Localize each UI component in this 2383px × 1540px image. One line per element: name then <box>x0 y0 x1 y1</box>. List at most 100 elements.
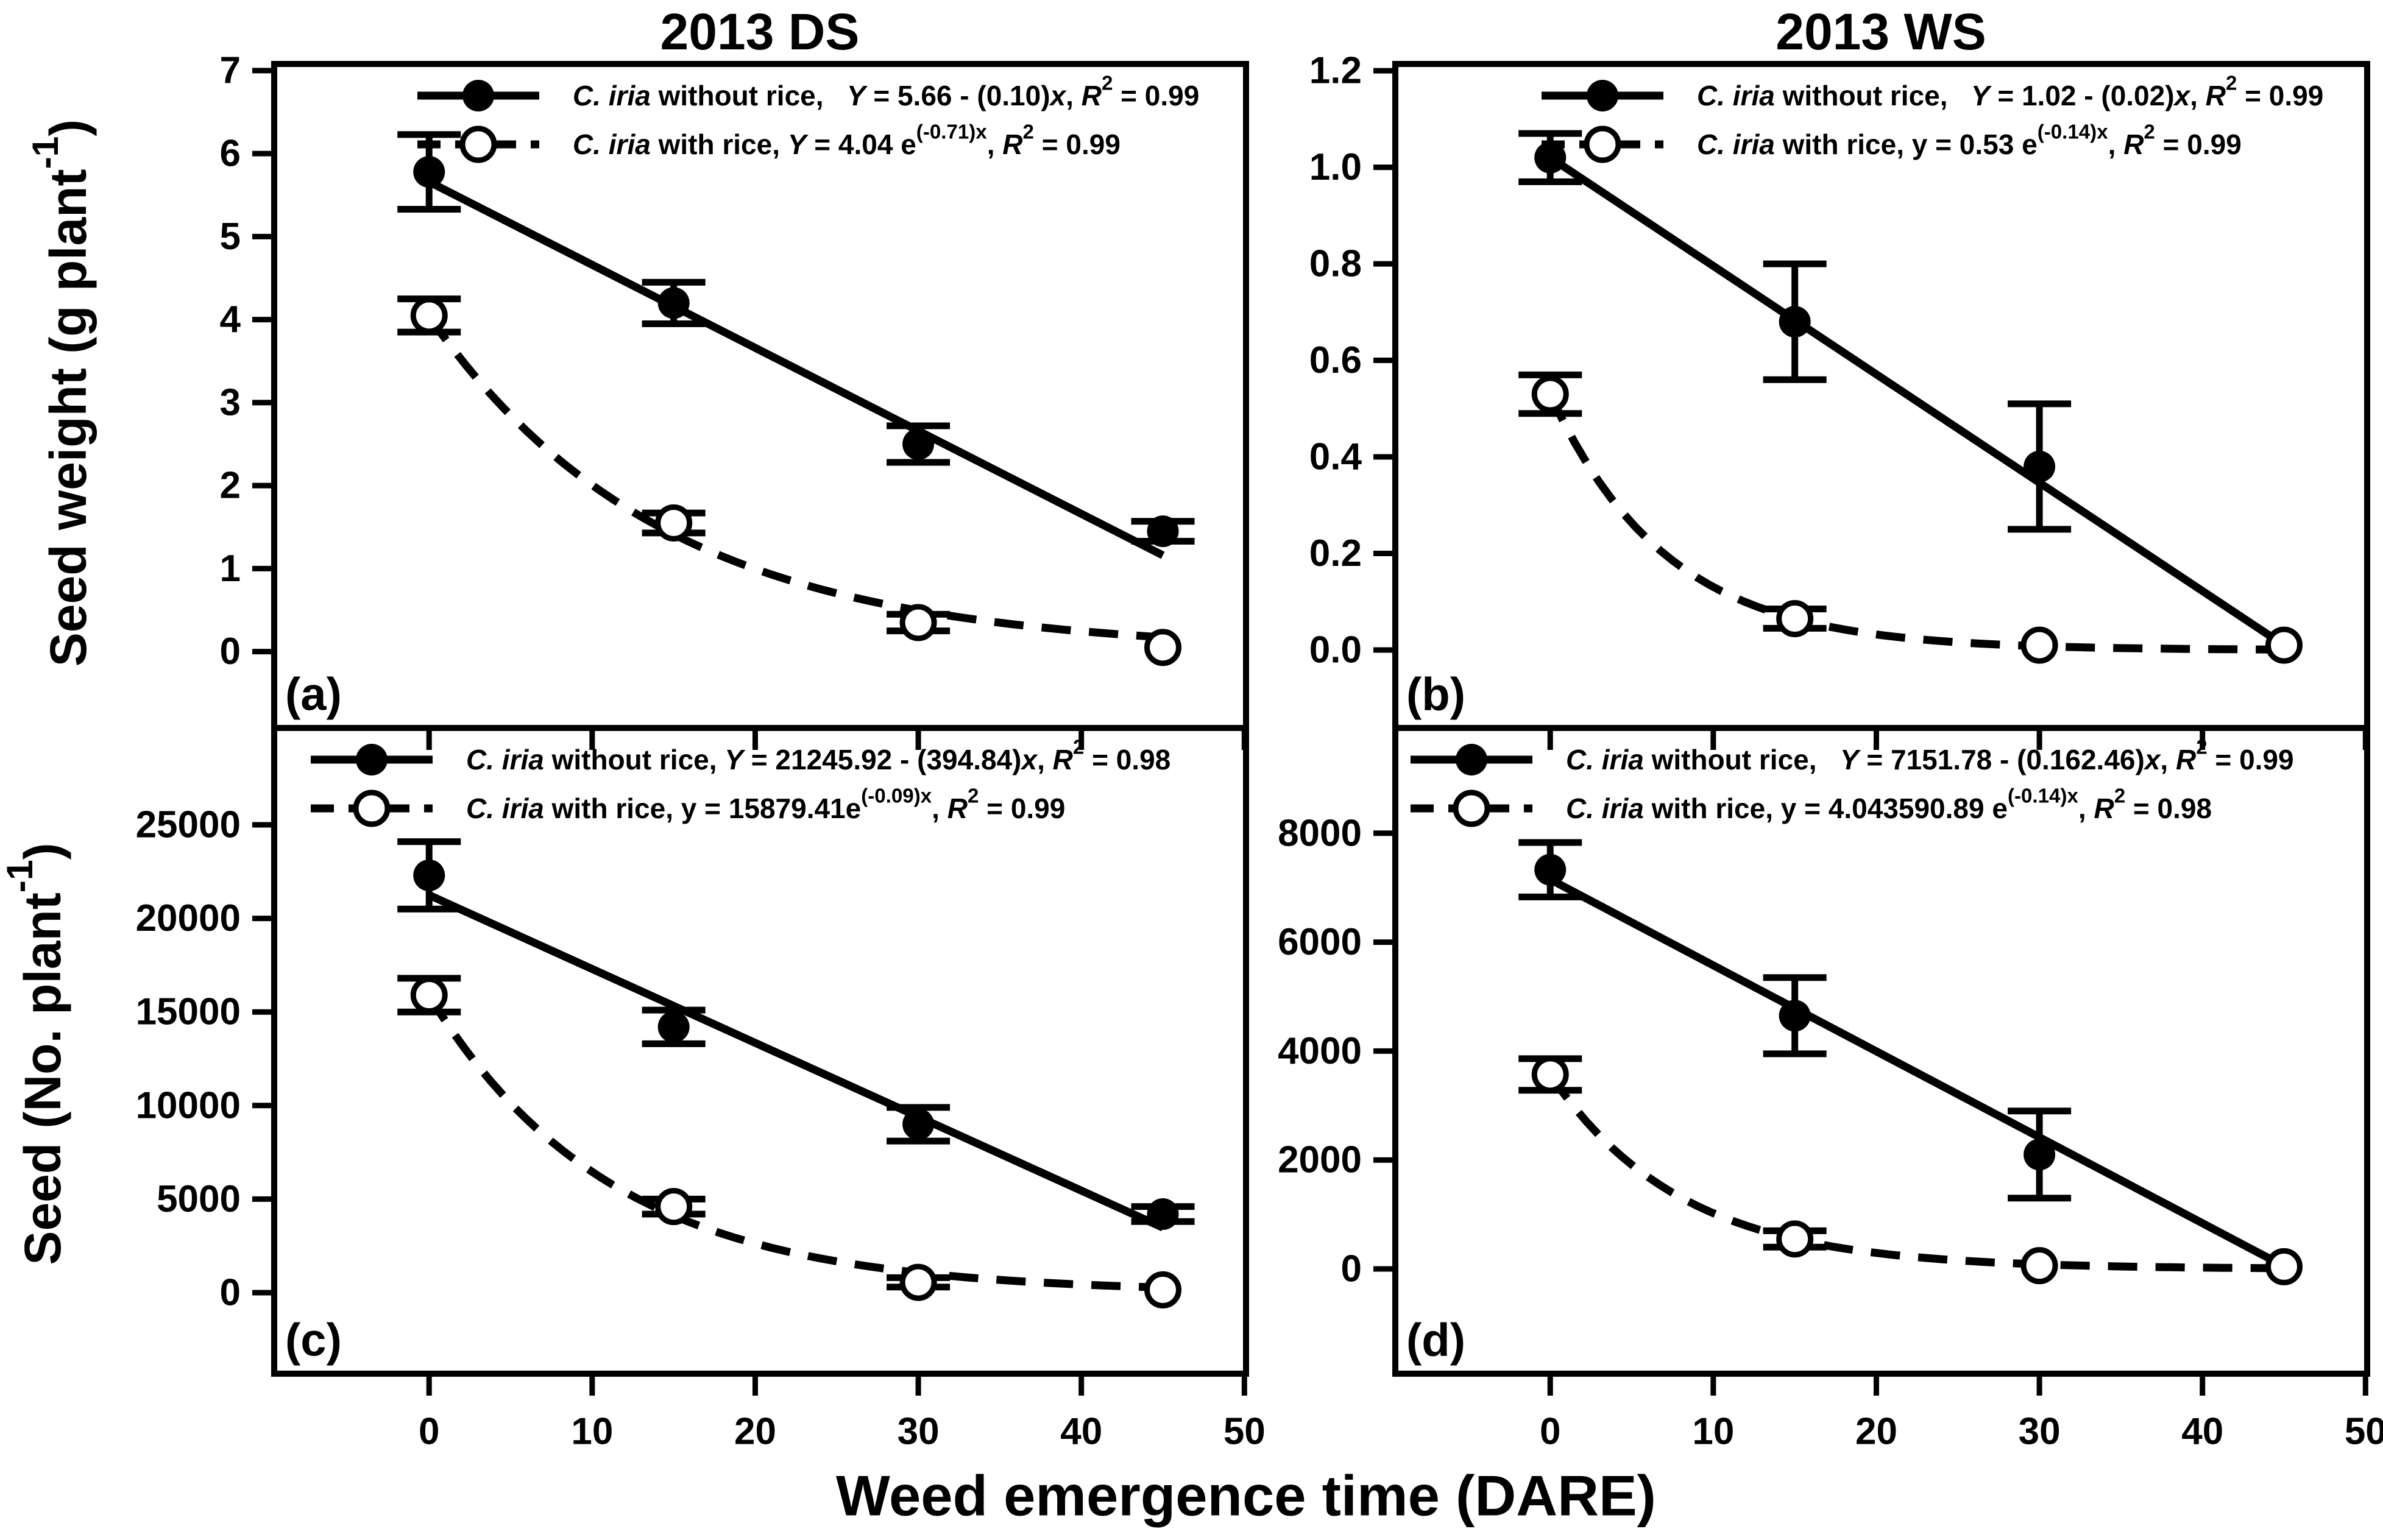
data-point-filled <box>2024 450 2056 482</box>
data-point-filled <box>902 1108 935 1140</box>
data-point-open <box>1531 1056 1569 1093</box>
y-tick-label: 0.2 <box>1309 532 1362 574</box>
legend-row-2: C. iria with rice, Y = 4.04 e(-0.71)x, R… <box>417 121 1121 163</box>
fit-curve <box>1546 1072 2284 1273</box>
panel-b: 0.0 0.2 0.4 0.6 0.8 1.0 1.2 (b) C. iria without … <box>1309 50 2370 750</box>
panel-a: 0 1 2 3 4 5 6 7 (a) C. iria without rice, Y = 5.6… <box>220 49 1249 750</box>
panel-d: 0 2000 4000 6000 8000 0 10 20 30 40 50 (d) C. iria w… <box>1278 725 2383 1453</box>
data-point-filled <box>1147 1198 1179 1230</box>
panel-label-a: (a) <box>285 669 342 721</box>
legend-row-1: C. iria without rice, Y = 1.02 - (0.02)x… <box>1542 72 2323 111</box>
y-tick-label: 1 <box>220 548 241 590</box>
legend-row-1: C. iria without rice, Y = 21245.92 - (39… <box>311 736 1170 775</box>
legend-row-1: C. iria without rice, Y = 5.66 - (0.10)x… <box>417 72 1199 111</box>
x-tick-label: 0 <box>1540 1411 1560 1453</box>
data-point-open <box>655 1188 693 1226</box>
y-tick-label: 0.4 <box>1309 436 1362 478</box>
legend-text-row-2: C. iria with rice, y = 15879.41e(-0.09)x… <box>466 785 1065 824</box>
legend-row-2: C. iria with rice, y = 4.043590.89 e(-0.… <box>1411 785 2212 827</box>
data-point-open <box>410 977 448 1014</box>
legend-text-row-2: C. iria with rice, y = 0.53 e(-0.14)x, R… <box>1697 121 2242 160</box>
fit-line <box>1548 875 2286 1270</box>
y-tick-label: 15000 <box>136 991 241 1033</box>
data-point-filled <box>413 859 445 891</box>
y-tick-label: 0.0 <box>1309 629 1362 671</box>
legend-filled-circle-icon <box>356 744 388 775</box>
x-tick-label: 40 <box>1060 1411 1102 1453</box>
data-point-open <box>1531 375 1569 413</box>
y-axis-titles-group: Seed weight (g plant-1) Seed (No. plant-1… <box>0 119 97 1265</box>
fit-curve <box>425 993 1163 1291</box>
y-axis-title-bottom: Seed (No. plant-1) <box>0 842 71 1265</box>
y-tick-label: 1.2 <box>1309 50 1362 92</box>
legend-open-circle-icon <box>1584 125 1621 163</box>
y-tick-label: 7 <box>220 49 241 91</box>
legend-open-circle-icon <box>459 125 497 163</box>
y-tick-label: 3 <box>220 381 241 423</box>
y-tick-label: 0 <box>220 1271 241 1313</box>
panels-group: 0 1 2 3 4 5 6 7 (a) C. iria without rice, Y = 5.6… <box>136 49 2383 1452</box>
legend-open-circle-icon <box>353 789 391 827</box>
panel-label-b: (b) <box>1406 669 1465 721</box>
y-tick-label: 2 <box>220 465 241 507</box>
legend-text-row-1: C. iria without rice, Y = 1.02 - (0.02)x… <box>1697 72 2323 111</box>
y-axis-title-top: Seed weight (g plant-1) <box>24 119 97 666</box>
data-point-open <box>1144 1271 1182 1309</box>
y-tick-label: 10000 <box>136 1084 241 1126</box>
data-point-filled <box>1534 853 1567 886</box>
data-point-filled <box>1147 515 1179 548</box>
data-point-filled <box>657 1011 690 1043</box>
x-tick-label: 40 <box>2181 1411 2223 1453</box>
data-point-filled <box>902 428 935 461</box>
legend-filled-circle-icon <box>1587 80 1618 111</box>
y-tick-label: 6 <box>220 133 241 175</box>
panel-c: 0 5000 10000 15000 20000 25000 0 10 20 30 40 50 (c) C… <box>136 725 1266 1453</box>
panel-label-d: (d) <box>1406 1315 1465 1366</box>
data-point-open <box>1144 629 1182 666</box>
data-point-filled <box>413 156 445 188</box>
data-point-filled <box>2024 1139 2056 1171</box>
y-tick-label: 6000 <box>1278 921 1362 963</box>
data-point-open <box>410 297 448 334</box>
data-point-open <box>2020 1247 2058 1285</box>
x-tick-label: 30 <box>898 1411 940 1453</box>
data-point-open <box>1776 1220 1814 1258</box>
y-tick-label: 4 <box>220 298 241 341</box>
fit-line <box>427 178 1165 559</box>
data-point-open <box>1776 600 1814 638</box>
legend-text-row-1: C. iria without rice, Y = 5.66 - (0.10)x… <box>573 72 1199 111</box>
y-tick-label: 0 <box>1341 1248 1362 1290</box>
data-point-open <box>2265 626 2303 664</box>
data-point-filled <box>1779 1000 1811 1032</box>
legend-text-row-2: C. iria with rice, Y = 4.04 e(-0.71)x, R… <box>573 121 1121 160</box>
x-tick-label: 20 <box>1855 1411 1897 1453</box>
legend-filled-circle-icon <box>462 80 494 111</box>
data-point-open <box>2020 626 2058 664</box>
legend-text-row-1: C. iria without rice, Y = 21245.92 - (39… <box>466 736 1170 775</box>
y-tick-label: 5000 <box>157 1178 241 1220</box>
y-tick-label: 5 <box>220 216 241 258</box>
legend-row-2: C. iria with rice, y = 15879.41e(-0.09)x… <box>311 785 1065 827</box>
data-point-open <box>899 1263 937 1301</box>
data-point-open <box>899 604 937 641</box>
x-tick-label: 20 <box>734 1411 776 1453</box>
legend-open-circle-icon <box>1453 789 1490 827</box>
data-point-open <box>655 504 693 542</box>
fit-line <box>427 891 1165 1232</box>
y-tick-label: 1.0 <box>1309 146 1362 188</box>
y-tick-label: 25000 <box>136 804 241 846</box>
data-point-filled <box>1534 141 1567 174</box>
fit-curve <box>1546 392 2284 654</box>
legend-text-row-2: C. iria with rice, y = 4.043590.89 e(-0.… <box>1566 785 2212 824</box>
x-tick-label: 10 <box>1692 1411 1734 1453</box>
legend-text-row-1: C. iria without rice, Y = 7151.78 - (0.1… <box>1566 736 2294 775</box>
x-tick-label: 50 <box>2345 1411 2383 1453</box>
left-column-title: 2013 DS <box>660 3 860 60</box>
panel-c-box <box>271 725 1249 1377</box>
y-tick-label: 20000 <box>136 897 241 939</box>
x-axis-title: Weed emergence time (DARE) <box>836 1464 1656 1528</box>
data-point-filled <box>657 287 690 319</box>
y-tick-label: 4000 <box>1278 1030 1362 1072</box>
